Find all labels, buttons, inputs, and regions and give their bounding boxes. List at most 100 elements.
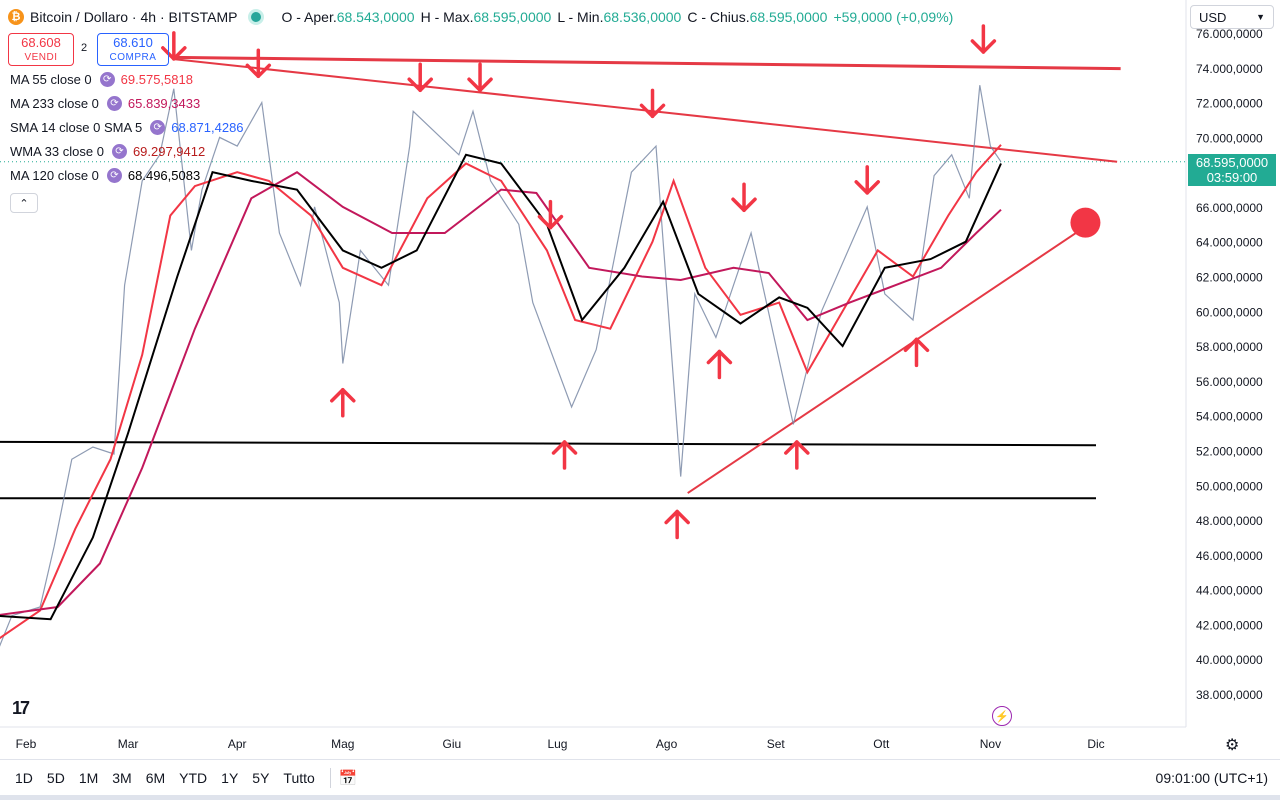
sell-button[interactable]: 68.608 VENDI: [8, 33, 74, 66]
indicator-source-icon[interactable]: ⟳: [150, 120, 166, 135]
price-tick-label: 76.000,0000: [1196, 27, 1263, 41]
arrow-head: [706, 349, 733, 365]
timeframe-tutto-button[interactable]: Tutto: [283, 770, 315, 786]
bar-countdown: 03:59:00: [1206, 170, 1258, 185]
arrow-head: [854, 180, 880, 195]
settings-gear-icon[interactable]: ⚙: [1225, 737, 1240, 754]
arrow-head: [551, 440, 578, 455]
spread-value: 2: [81, 42, 88, 54]
arrow-head: [903, 337, 930, 353]
indicator-row[interactable]: MA 120 close 0 ⟳ 68.496,5083: [10, 168, 200, 183]
indicator-value: 68.496,5083: [127, 168, 201, 183]
calendar-range-icon[interactable]: 📅: [338, 770, 358, 787]
arrow-head: [245, 63, 272, 79]
chart-header: ₿ Bitcoin / Dollaro · 4h · BITSTAMP O - …: [8, 6, 953, 28]
arrow-head: [537, 214, 564, 230]
indicator-label: WMA 33 close 0: [10, 144, 104, 159]
currency-select[interactable]: USD ▼: [1190, 5, 1274, 29]
indicator-source-icon[interactable]: ⟳: [99, 72, 115, 87]
down-arrow-icon: [537, 199, 564, 230]
indicator-label: MA 120 close 0: [10, 168, 99, 183]
indicator-row[interactable]: MA 233 close 0 ⟳ 65.839,3433: [10, 96, 200, 111]
indicator-row[interactable]: WMA 33 close 0 ⟳ 69.297,9412: [10, 144, 205, 159]
timeframe-6m-button[interactable]: 6M: [145, 770, 166, 786]
ohlc-value: 68.536,0000: [603, 9, 682, 25]
up-arrow-icon: [706, 349, 733, 380]
buy-price: 68.610: [113, 34, 153, 50]
clock[interactable]: 09:01:00 (UTC+1): [1155, 770, 1268, 786]
ohlc-value: +59,0000 (+0,09%): [833, 9, 954, 25]
price-tick-label: 54.000,0000: [1196, 410, 1263, 424]
indicator-row[interactable]: MA 55 close 0 ⟳ 69.575,5818: [10, 72, 193, 87]
time-tick-label: Ago: [656, 737, 678, 751]
buy-label: COMPRA: [109, 51, 157, 63]
timeframe-1m-button[interactable]: 1M: [78, 770, 99, 786]
last-price-label: 68.595,0000 03:59:00: [1188, 154, 1276, 186]
timeframe-5y-button[interactable]: 5Y: [252, 770, 270, 786]
price-tick-label: 62.000,0000: [1196, 271, 1263, 285]
series-line: [0, 153, 1002, 621]
price-tick-label: 64.000,0000: [1196, 236, 1263, 250]
time-tick-label: Mar: [118, 737, 139, 751]
symbol-title[interactable]: Bitcoin / Dollaro · 4h · BITSTAMP: [30, 9, 238, 25]
price-tick-label: 58.000,0000: [1196, 340, 1263, 354]
price-tick-label: 52.000,0000: [1196, 444, 1263, 458]
down-arrow-icon: [161, 31, 187, 61]
buy-button[interactable]: 68.610 COMPRA: [97, 33, 169, 66]
indicator-source-icon[interactable]: ⟳: [111, 144, 127, 159]
arrow-head: [161, 46, 187, 61]
down-arrow-icon: [407, 62, 433, 92]
price-line: [0, 85, 1002, 647]
price-tick-label: 72.000,0000: [1196, 97, 1263, 111]
timeframe-5d-button[interactable]: 5D: [46, 770, 65, 786]
time-tick-label: Feb: [16, 737, 37, 751]
chart-series: [0, 85, 1002, 647]
timeframe-3m-button[interactable]: 3M: [112, 770, 132, 786]
last-price: 68.595,0000: [1195, 155, 1269, 170]
down-arrow-icon: [970, 24, 997, 54]
price-tick-label: 70.000,0000: [1196, 131, 1263, 145]
price-tick-label: 60.000,0000: [1196, 305, 1263, 319]
arrow-head: [467, 77, 493, 92]
indicator-value: 69.297,9412: [132, 144, 206, 159]
sell-label: VENDI: [24, 51, 58, 63]
price-tick-label: 74.000,0000: [1196, 62, 1263, 76]
ohlc-key: C - Chius.: [687, 9, 750, 25]
up-arrow-icon: [784, 440, 810, 470]
down-arrow-icon: [854, 165, 880, 195]
chevron-down-icon: ▼: [1256, 12, 1265, 22]
price-tick-label: 50.000,0000: [1196, 479, 1263, 493]
price-axis: 38.000,0000 40.000,0000 42.000,0000 44.000,…: [1185, 0, 1280, 760]
target-marker: [1070, 207, 1101, 238]
collapse-legend-button[interactable]: ⌃: [10, 193, 38, 213]
timeframe-1d-button[interactable]: 1D: [15, 770, 33, 786]
sell-price: 68.608: [21, 34, 61, 50]
arrow-head: [330, 388, 356, 403]
bottom-panel-edge: [0, 795, 1280, 800]
chevron-up-icon: ⌃: [19, 197, 29, 210]
price-tick-label: 38.000,0000: [1196, 688, 1263, 702]
price-tick-label: 44.000,0000: [1196, 584, 1263, 598]
currency-value: USD: [1199, 9, 1227, 25]
horizontal-level-line: [173, 55, 1121, 71]
market-open-icon: [251, 12, 262, 22]
up-arrow-icon: [551, 440, 578, 470]
chart-arrows: [161, 24, 1101, 540]
bitcoin-icon: ₿: [8, 9, 24, 25]
indicator-source-icon[interactable]: ⟳: [106, 168, 122, 183]
time-tick-label: Dic: [1087, 737, 1104, 751]
tradingview-logo[interactable]: 17: [12, 698, 30, 718]
ohlc-values: O - Aper.68.543,0000 H - Max.68.595,0000 L…: [275, 9, 953, 25]
price-axis-background: [1186, 0, 1280, 760]
lightning-icon[interactable]: ⚡: [992, 706, 1012, 726]
down-arrow-icon: [467, 62, 493, 92]
price-chart[interactable]: 38.000,0000 40.000,0000 42.000,0000 44.000,…: [0, 0, 1280, 760]
price-tick-label: 40.000,0000: [1196, 653, 1263, 667]
timeframe-ytd-button[interactable]: YTD: [179, 770, 208, 786]
arrow-head: [970, 39, 997, 54]
ohlc-value: 68.595,0000: [473, 9, 552, 25]
timeframe-1y-button[interactable]: 1Y: [221, 770, 239, 786]
indicator-row[interactable]: SMA 14 close 0 SMA 5 ⟳ 68.871,4286: [10, 120, 244, 135]
up-arrow-icon: [330, 388, 356, 418]
indicator-source-icon[interactable]: ⟳: [106, 96, 122, 111]
